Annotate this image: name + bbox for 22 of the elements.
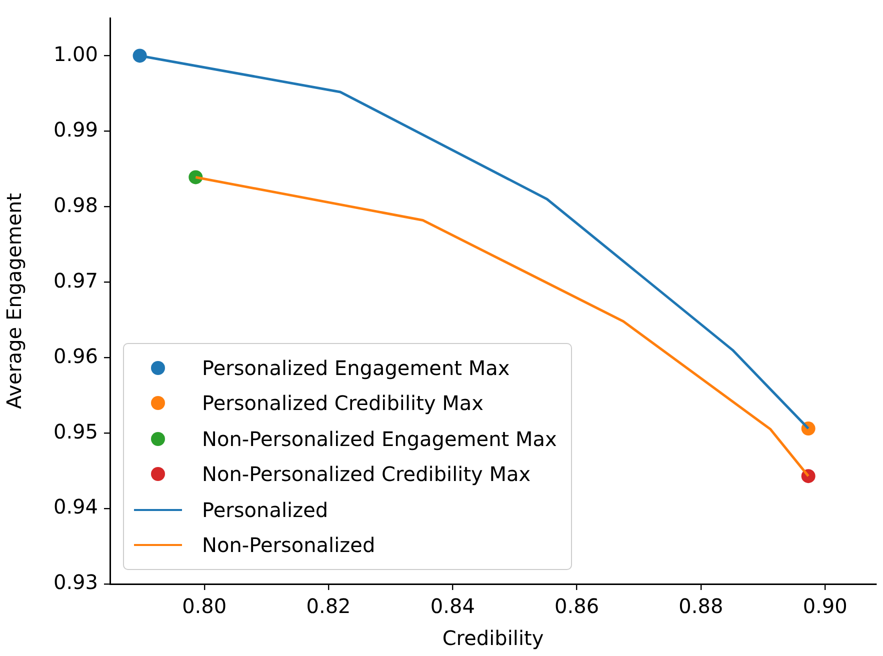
y-tick-label: 0.94 — [53, 494, 98, 519]
legend-label: Personalized Credibility Max — [202, 391, 484, 416]
x-tick-label: 0.90 — [802, 594, 848, 618]
y-tick-label: 0.96 — [53, 344, 98, 368]
x-tick-label: 0.88 — [678, 594, 724, 618]
y-tick-label: 0.98 — [53, 192, 98, 217]
legend-label: Non-Personalized Engagement Max — [202, 426, 557, 451]
legend-label: Personalized — [202, 498, 328, 522]
x-tick-label: 0.82 — [306, 594, 351, 618]
y-tick-label: 0.93 — [53, 570, 98, 594]
legend-label: Non-Personalized Credibility Max — [202, 462, 531, 486]
y-tick-label: 1.00 — [53, 42, 98, 66]
x-axis-title: Credibility — [442, 626, 544, 650]
legend-label: Non-Personalized — [202, 533, 376, 558]
y-tick-label: 0.97 — [53, 268, 98, 292]
legend-label: Personalized Engagement Max — [202, 356, 510, 380]
y-tick-label: 0.95 — [53, 419, 98, 444]
x-tick-label: 0.86 — [554, 594, 600, 618]
y-tick-label: 0.99 — [53, 117, 98, 142]
x-tick-label: 0.80 — [182, 594, 227, 618]
y-axis-title: Average Engagement — [2, 192, 26, 410]
x-tick-label: 0.84 — [430, 594, 475, 618]
